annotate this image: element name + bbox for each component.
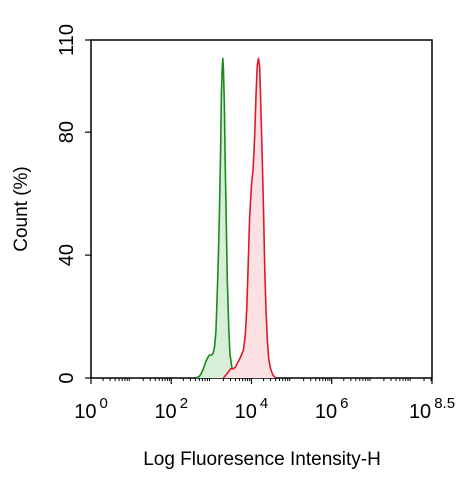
- y-axis-ticks: 0 40 80 110: [56, 24, 91, 384]
- series-fill-1: [223, 58, 276, 379]
- x-tick-label: 10 2: [154, 395, 188, 423]
- y-tick-label: 0: [56, 372, 78, 383]
- x-tick-label: 10 6: [315, 395, 349, 423]
- series-line-0: [195, 57, 237, 379]
- x-axis-ticks: 10 0 10 2 10 4 10 6 10 8.5: [74, 378, 455, 423]
- series-fill-0: [195, 58, 236, 379]
- series-line-1: [222, 57, 277, 379]
- y-tick-label: 80: [56, 121, 78, 143]
- x-tick-label: 10 8.5: [409, 395, 455, 423]
- x-tick-label: 10 0: [74, 395, 108, 423]
- y-axis-label: Count (%): [11, 166, 32, 252]
- x-axis-label: Log Fluoresence Intensity-H: [143, 449, 381, 470]
- y-tick-label: 40: [56, 244, 78, 266]
- x-tick-label: 10 4: [235, 395, 269, 423]
- x-minor-ticks: [102, 378, 432, 381]
- series-layer: [195, 57, 277, 379]
- y-tick-label: 110: [56, 24, 78, 56]
